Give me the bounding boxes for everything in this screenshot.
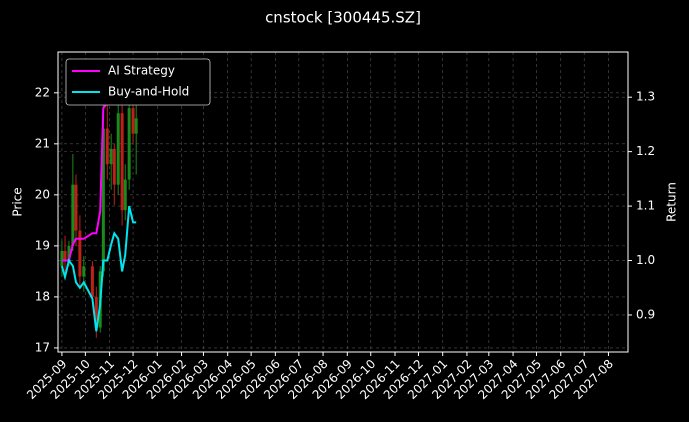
y2-axis-label: Return bbox=[665, 182, 679, 222]
y-tick-label: 21 bbox=[35, 136, 50, 150]
candle-body bbox=[63, 250, 67, 262]
candle-body bbox=[101, 128, 105, 272]
candle-body bbox=[120, 113, 124, 211]
y-axis-label: Price bbox=[11, 187, 25, 216]
legend: AI Strategy Buy-and-Hold bbox=[65, 58, 211, 106]
y-tick-label: 17 bbox=[35, 340, 50, 354]
chart-title: cnstock [300445.SZ] bbox=[265, 9, 421, 27]
y2-tick-label: 0.9 bbox=[636, 307, 655, 321]
y2-tick-label: 1.2 bbox=[636, 144, 655, 158]
y-tick-label: 22 bbox=[35, 85, 50, 99]
plot-frame bbox=[57, 51, 629, 353]
legend-label: AI Strategy bbox=[108, 64, 175, 78]
candle-body bbox=[78, 230, 82, 277]
candle-body bbox=[67, 245, 71, 262]
candle-body bbox=[60, 250, 64, 267]
candle-body bbox=[131, 108, 135, 134]
candle-body bbox=[127, 108, 131, 180]
candle-body bbox=[74, 184, 78, 231]
y-tick-label: 19 bbox=[35, 238, 50, 252]
line-series bbox=[60, 205, 137, 332]
y2-tick-label: 1.3 bbox=[636, 90, 655, 104]
candle-body bbox=[116, 113, 120, 185]
candle-body bbox=[71, 184, 75, 246]
candle-body bbox=[94, 296, 98, 328]
y-tick-label: 18 bbox=[35, 289, 50, 303]
candle-body bbox=[82, 266, 86, 277]
y-tick-label: 20 bbox=[35, 187, 50, 201]
legend-label: Buy-and-Hold bbox=[108, 85, 189, 99]
candle-body bbox=[105, 128, 109, 165]
candle-body bbox=[90, 266, 94, 297]
candle-body bbox=[109, 148, 113, 165]
candle-body bbox=[112, 148, 116, 185]
candle-body bbox=[134, 118, 138, 134]
candle-body bbox=[123, 179, 127, 211]
y2-tick-label: 1.0 bbox=[636, 253, 655, 267]
legend-box bbox=[65, 58, 211, 106]
y2-tick-label: 1.1 bbox=[636, 199, 655, 213]
